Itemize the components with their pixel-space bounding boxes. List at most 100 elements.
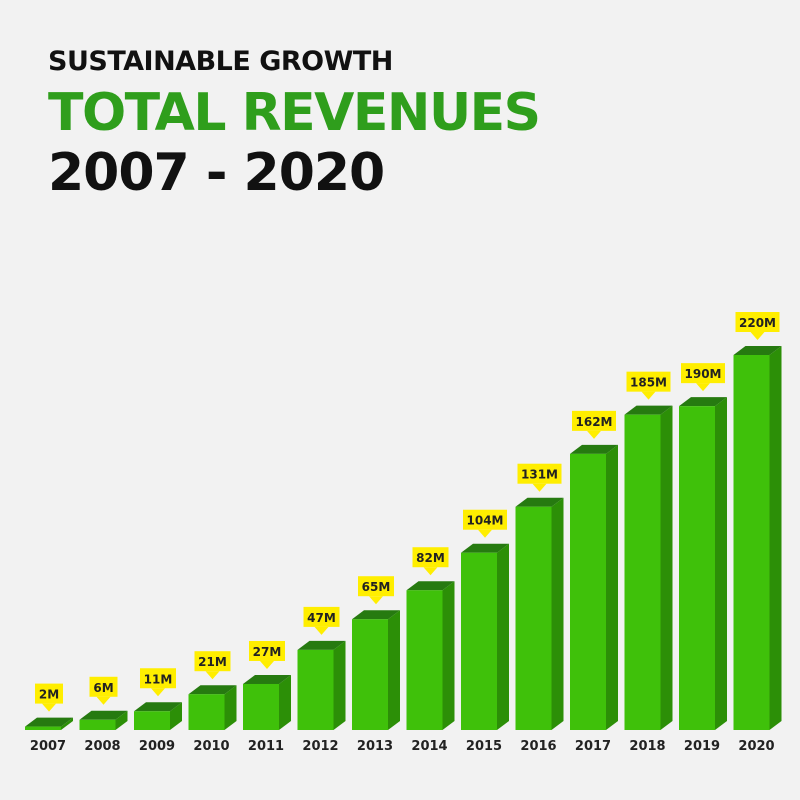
bar	[134, 711, 170, 730]
data-label: 190M	[685, 367, 722, 381]
bar-top	[733, 346, 782, 355]
data-label: 21M	[198, 655, 227, 669]
bar	[243, 683, 279, 730]
bar	[352, 619, 388, 730]
bar-group-2019: 190M 2019	[679, 363, 727, 754]
data-label-box	[412, 547, 449, 568]
bar-group-2020: 220M 2020	[733, 312, 782, 754]
data-label: 47M	[307, 611, 336, 625]
bar-side	[333, 640, 346, 730]
bar-group-2014: 82M 2014	[406, 547, 455, 754]
bar-side	[442, 581, 455, 730]
data-label-box	[140, 668, 176, 689]
bar-group-2010: 21M 2010	[188, 651, 237, 754]
bar-top	[461, 543, 509, 553]
x-tick-label: 2019	[684, 739, 720, 754]
bar-top	[406, 581, 455, 591]
data-label-pointer	[750, 332, 765, 340]
bar	[406, 590, 443, 730]
x-tick-label: 2009	[139, 739, 175, 754]
chart-subtitle: SUSTAINABLE GROWTH	[48, 46, 393, 77]
data-label-pointer	[532, 483, 547, 492]
x-tick-label: 2017	[575, 739, 611, 754]
chart-header: SUSTAINABLE GROWTH TOTAL REVENUES 2007 -…	[48, 40, 541, 204]
data-label-pointer	[423, 567, 438, 576]
bar-group-2007: 2M 2007	[25, 683, 73, 754]
data-label-pointer	[205, 671, 220, 680]
data-label-pointer	[42, 703, 56, 712]
data-label-pointer	[641, 391, 656, 400]
bar-top	[243, 674, 291, 684]
bar	[188, 694, 225, 730]
bar-group-2009: 11M 2009	[134, 668, 182, 754]
data-label-pointer	[369, 596, 383, 605]
data-label-box	[735, 312, 780, 332]
data-label-pointer	[314, 626, 329, 635]
data-label: 2M	[39, 688, 59, 702]
data-label-box	[681, 363, 725, 384]
data-label-pointer	[696, 383, 710, 392]
bar-side	[279, 674, 291, 730]
data-label: 131M	[521, 468, 558, 482]
x-tick-label: 2013	[357, 739, 393, 754]
data-label-box	[249, 640, 285, 661]
bar-group-2012: 47M 2012	[297, 606, 346, 754]
chart-title: TOTAL REVENUES	[48, 83, 541, 143]
bar-top	[134, 702, 182, 712]
data-label: 185M	[630, 376, 667, 390]
data-label: 6M	[93, 681, 113, 695]
bar-top	[515, 497, 564, 507]
data-label: 82M	[416, 551, 445, 565]
bar-top	[25, 717, 73, 727]
x-tick-label: 2020	[738, 739, 774, 754]
bar-group-2017: 162M 2017	[570, 410, 618, 754]
chart-year-range: 2007 - 2020	[48, 143, 385, 203]
data-label: 11M	[144, 672, 173, 686]
bar-side	[715, 397, 727, 730]
bar-group-2011: 27M 2011	[243, 640, 291, 754]
x-tick-label: 2008	[84, 739, 120, 754]
bar-top	[679, 397, 727, 407]
bar	[25, 726, 61, 730]
data-label-pointer	[260, 660, 274, 669]
bar-group-2008: 6M 2008	[79, 676, 128, 754]
data-label: 104M	[467, 514, 504, 528]
data-label-box	[572, 410, 616, 431]
bar-side	[224, 685, 237, 730]
bar-group-2018: 185M 2018	[624, 371, 673, 754]
data-label-box	[358, 576, 394, 597]
data-label-box	[303, 606, 340, 627]
bar	[79, 719, 116, 730]
x-tick-label: 2011	[248, 739, 284, 754]
bar-side	[61, 717, 73, 730]
bar-side	[115, 710, 128, 730]
x-tick-label: 2007	[30, 739, 66, 754]
data-label: 220M	[739, 316, 776, 330]
bar-top	[624, 405, 673, 415]
data-label-box	[517, 463, 562, 484]
data-label-box	[194, 651, 231, 672]
data-label-pointer	[587, 430, 601, 439]
bar-side	[170, 702, 182, 730]
data-label-box	[89, 676, 118, 697]
bar-side	[497, 543, 509, 730]
x-tick-label: 2015	[466, 739, 502, 754]
bar-side	[388, 610, 400, 730]
data-label: 65M	[362, 580, 391, 594]
bar-group-2015: 104M 2015	[461, 509, 509, 754]
bar	[624, 414, 661, 730]
bar	[297, 649, 334, 730]
data-label: 162M	[576, 415, 613, 429]
bar-top	[352, 610, 400, 620]
data-label-box	[35, 683, 63, 704]
bar	[461, 552, 497, 730]
bar-top	[570, 444, 618, 454]
bar-side	[660, 405, 673, 730]
bar	[570, 453, 606, 730]
data-label-pointer	[478, 529, 492, 538]
x-tick-label: 2010	[193, 739, 229, 754]
bar-top	[79, 710, 128, 720]
x-tick-label: 2018	[629, 739, 665, 754]
data-label-box	[463, 509, 507, 530]
